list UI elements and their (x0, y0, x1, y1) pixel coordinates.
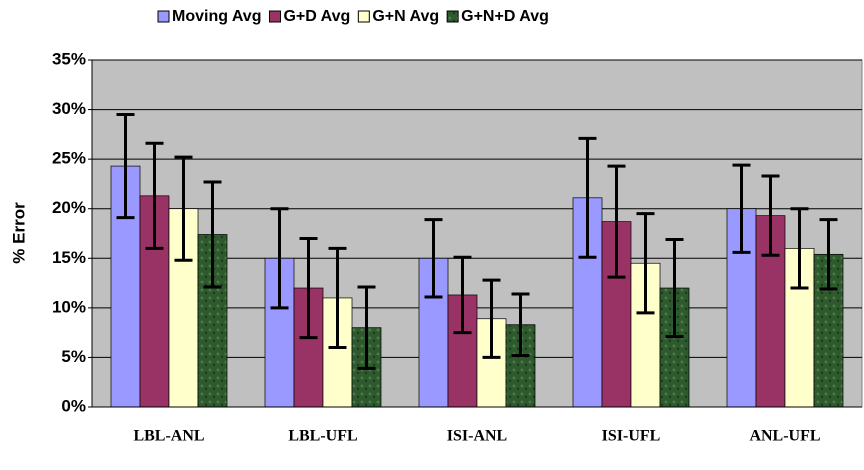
legend-label: Moving Avg (172, 8, 261, 25)
error-bar (665, 237, 684, 339)
y-tick-label: 10% (52, 297, 86, 316)
y-tick-label: 30% (52, 99, 86, 118)
x-tick-label: LBL-ANL (133, 428, 204, 445)
error-bar (511, 292, 530, 357)
error-bar (145, 141, 164, 250)
error-bar (299, 236, 318, 340)
x-tick-label: ISI-UFL (602, 428, 661, 445)
legend-swatch (446, 10, 459, 23)
legend-swatch (268, 10, 281, 23)
error-bar (790, 207, 809, 290)
error-bar (174, 155, 193, 262)
error-bar (819, 218, 838, 291)
y-tick-label: 15% (52, 248, 86, 267)
error-bar (357, 285, 376, 370)
legend-label: G+N Avg (372, 8, 439, 25)
error-bar (636, 212, 655, 315)
error-bar (482, 278, 501, 359)
y-axis-label: % Error (9, 202, 28, 264)
x-tick-label: ANL-UFL (749, 428, 820, 445)
error-bar (761, 174, 780, 257)
error-bar (453, 255, 472, 335)
legend-label: G+N+D Avg (461, 8, 549, 25)
legend-label: G+D Avg (283, 8, 350, 25)
legend-swatch (357, 10, 370, 23)
error-bar (270, 207, 289, 310)
y-tick-label: 0% (61, 396, 86, 415)
legend-swatch (157, 10, 170, 23)
error-bar (578, 136, 597, 259)
error-bar (328, 246, 347, 350)
error-bar (116, 113, 135, 220)
x-tick-label: ISI-ANL (447, 428, 507, 445)
y-tick-label: 20% (52, 198, 86, 217)
error-bar (607, 164, 626, 279)
x-tick-label: LBL-UFL (288, 428, 357, 445)
y-tick-label: 25% (52, 149, 86, 168)
error-bar (732, 163, 751, 254)
y-tick-label: 35% (52, 49, 86, 68)
error-bar (203, 180, 222, 289)
y-tick-label: 5% (61, 347, 86, 366)
error-bar (424, 218, 443, 299)
